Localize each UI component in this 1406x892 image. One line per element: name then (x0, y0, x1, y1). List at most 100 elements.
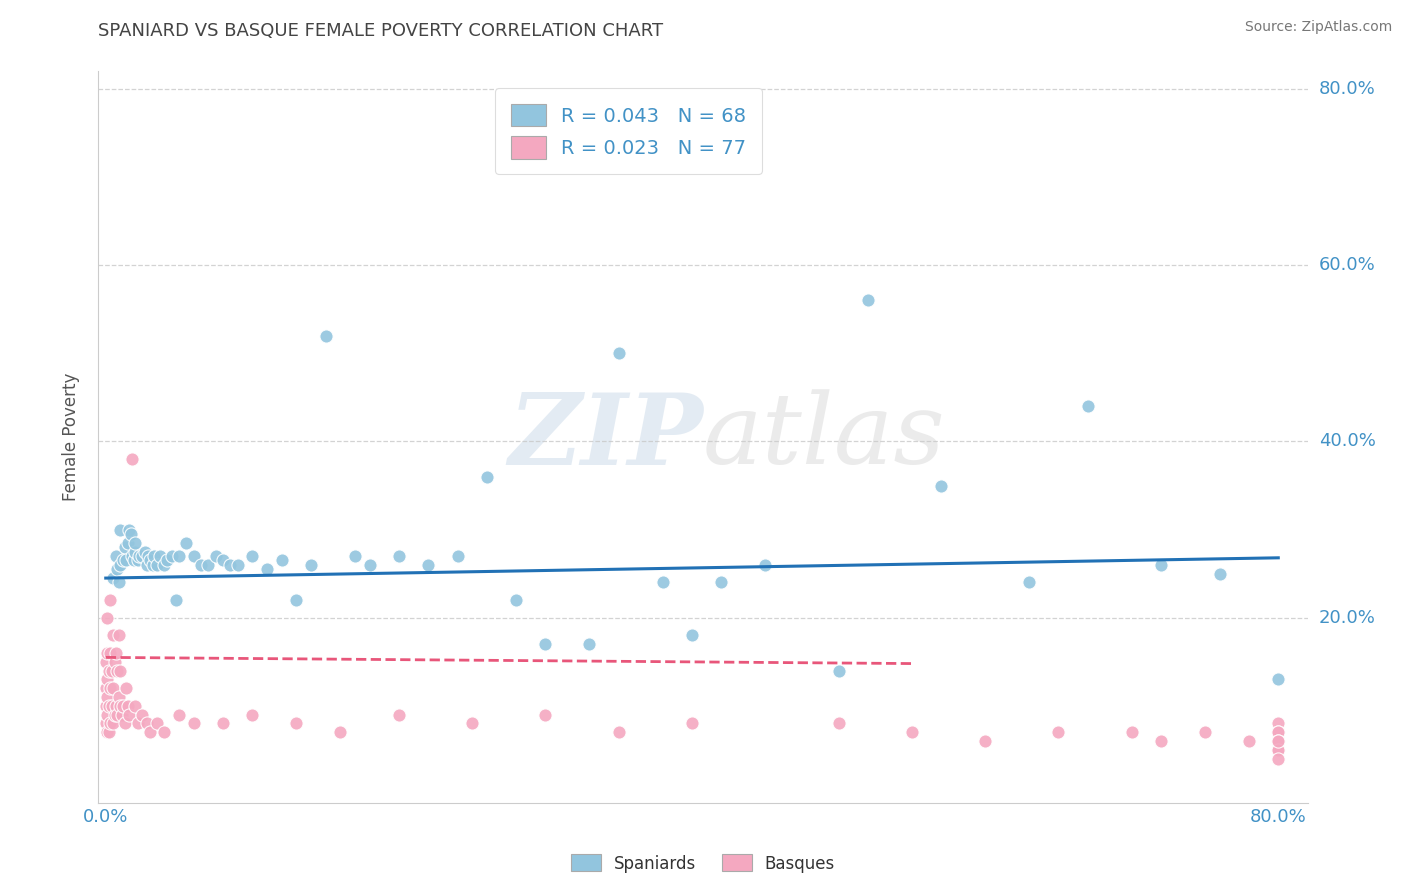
Point (1194, 725, 1216, 739)
Point (149, 549, 172, 563)
Point (1208, 566, 1230, 581)
Point (183, 716, 205, 731)
Point (120, 527, 142, 541)
Point (115, 681, 138, 696)
Point (212, 553, 235, 567)
Point (127, 553, 149, 567)
Point (285, 716, 308, 731)
Point (107, 707, 129, 722)
Point (1267, 743, 1289, 757)
Point (94, 681, 117, 696)
Point (110, 523, 132, 537)
Point (96, 690, 118, 704)
Point (142, 558, 165, 572)
Point (197, 558, 219, 572)
Point (107, 562, 129, 576)
Legend: R = 0.043   N = 68, R = 0.023   N = 77: R = 0.043 N = 68, R = 0.023 N = 77 (495, 88, 762, 174)
Point (710, 575, 733, 590)
Text: Source: ZipAtlas.com: Source: ZipAtlas.com (1244, 21, 1392, 34)
Point (100, 698, 122, 713)
Point (1267, 743, 1289, 757)
Point (226, 558, 249, 572)
Point (136, 549, 159, 563)
Point (108, 628, 131, 642)
Text: 60.0%: 60.0% (1319, 256, 1375, 274)
Text: 40.0%: 40.0% (1319, 433, 1375, 450)
Point (143, 549, 166, 563)
Point (105, 646, 128, 660)
Point (1121, 725, 1143, 739)
Point (121, 549, 143, 563)
Point (117, 536, 139, 550)
Point (103, 655, 125, 669)
Y-axis label: Female Poverty: Female Poverty (62, 373, 80, 501)
Point (115, 553, 138, 567)
Point (534, 707, 557, 722)
Point (461, 716, 484, 731)
Point (135, 558, 157, 572)
Point (134, 544, 156, 558)
Point (128, 549, 150, 563)
Point (343, 549, 366, 563)
Point (315, 328, 337, 343)
Point (118, 707, 141, 722)
Point (1267, 743, 1289, 757)
Point (418, 558, 440, 572)
Point (146, 716, 169, 731)
Point (117, 698, 139, 713)
Point (105, 698, 128, 713)
Point (1267, 725, 1289, 739)
Point (96, 673, 118, 687)
Point (359, 558, 381, 572)
Point (607, 346, 630, 360)
Point (108, 575, 131, 590)
Point (112, 553, 135, 567)
Point (101, 571, 124, 585)
Point (156, 553, 179, 567)
Point (929, 478, 952, 492)
Point (97, 698, 120, 713)
Point (110, 698, 132, 713)
Point (124, 544, 146, 558)
Point (299, 558, 322, 572)
Point (1047, 725, 1070, 739)
Point (1267, 734, 1289, 748)
Point (96, 646, 118, 660)
Point (118, 523, 141, 537)
Point (94, 698, 117, 713)
Point (94, 716, 117, 731)
Point (388, 707, 411, 722)
Point (103, 707, 125, 722)
Point (167, 549, 190, 563)
Point (101, 716, 124, 731)
Point (1267, 725, 1289, 739)
Point (190, 558, 212, 572)
Point (124, 698, 146, 713)
Text: ZIP: ZIP (508, 389, 703, 485)
Point (105, 549, 128, 563)
Point (100, 664, 122, 678)
Point (1077, 399, 1099, 413)
Point (1267, 734, 1289, 748)
Point (153, 558, 176, 572)
Point (1237, 734, 1260, 748)
Point (754, 558, 776, 572)
Point (1150, 734, 1173, 748)
Point (651, 575, 673, 590)
Point (127, 716, 149, 731)
Point (138, 553, 160, 567)
Point (111, 707, 134, 722)
Point (388, 549, 411, 563)
Point (974, 734, 997, 748)
Text: 20.0%: 20.0% (1319, 608, 1375, 627)
Point (167, 707, 190, 722)
Point (285, 593, 308, 607)
Text: atlas: atlas (703, 390, 946, 484)
Point (183, 549, 205, 563)
Text: SPANIARD VS BASQUE FEMALE POVERTY CORRELATION CHART: SPANIARD VS BASQUE FEMALE POVERTY CORREL… (98, 21, 664, 39)
Point (1267, 752, 1289, 766)
Legend: Spaniards, Basques: Spaniards, Basques (564, 847, 842, 880)
Point (505, 593, 527, 607)
Point (97, 664, 120, 678)
Point (856, 293, 879, 308)
